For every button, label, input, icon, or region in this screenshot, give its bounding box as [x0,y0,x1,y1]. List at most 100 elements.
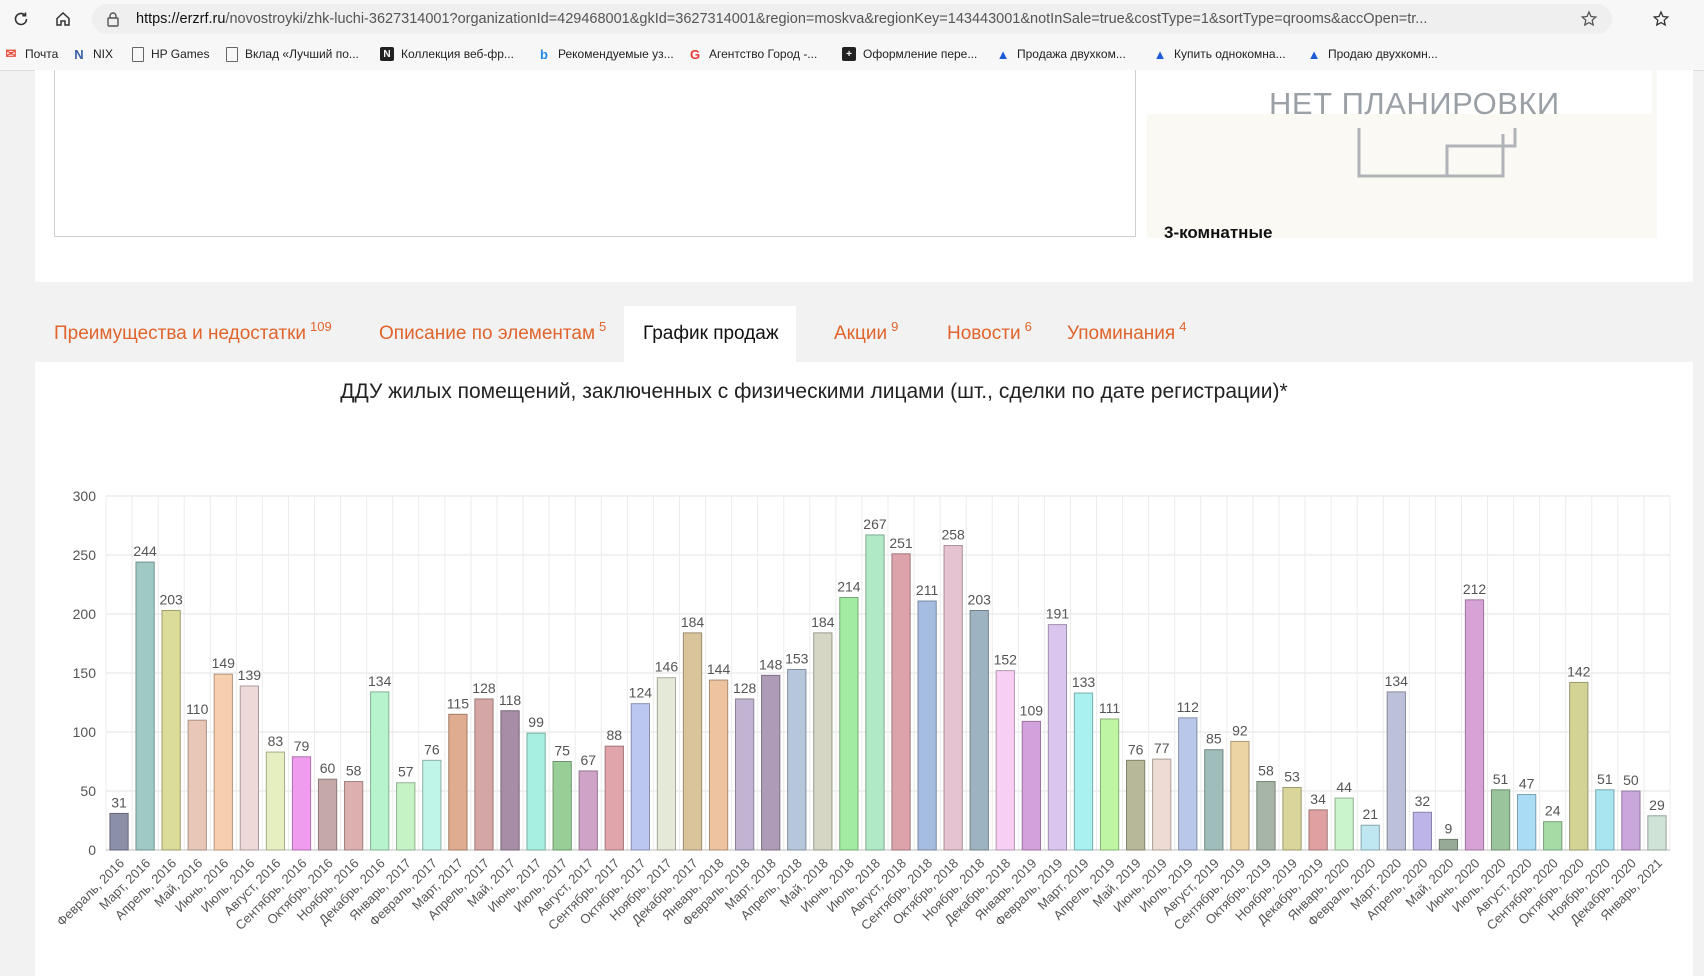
url-text[interactable]: https://erzrf.ru/novostroyki/zhk-luchi-3… [136,11,1428,27]
bar-value-label: 31 [111,794,127,810]
bar-value-label: 34 [1310,791,1326,807]
chart-bar [422,759,442,851]
reload-icon[interactable] [8,6,34,32]
chart-bar [1517,794,1537,851]
rooms-label: 3-комнатные [1164,223,1273,238]
chart-bar [1204,749,1224,851]
bar-value-label: 9 [1445,820,1453,836]
chart-bar [1334,797,1354,851]
chart-bar [891,553,911,851]
bar-value-label: 76 [424,741,440,757]
tab-0[interactable]: Преимущества и недостатки 109 [35,306,335,362]
chart-bar [317,778,338,851]
map-area[interactable] [54,70,1136,237]
chart-bar [109,812,129,851]
chart-bar [1073,692,1094,851]
g-logo-icon: G [689,46,701,62]
chart-bar [578,770,598,851]
tab-count-badge: 5 [599,318,607,334]
chart-bar [1464,599,1485,851]
tab-5[interactable]: Упоминания 4 [1048,306,1206,362]
bar-value-label: 67 [580,752,596,768]
bar-value-label: 184 [681,614,705,630]
chart-bar [448,713,468,851]
y-tick-label: 150 [73,665,97,681]
bookmark-item[interactable]: G Агентство Город -... [688,44,817,64]
bar-value-label: 110 [186,701,209,717]
chart-bar [1282,786,1302,851]
y-tick-label: 200 [73,606,97,622]
chart-bar [735,698,755,851]
address-bar[interactable]: https://erzrf.ru/novostroyki/zhk-luchi-3… [92,4,1612,34]
chart-bar [969,609,989,851]
bar-value-label: 118 [499,692,522,708]
tab-1[interactable]: Описание по элементам 5 [360,306,615,362]
y-tick-label: 300 [73,488,97,504]
favorite-star-icon[interactable] [1580,10,1598,33]
chart-bar [135,561,155,851]
bookmark-label: Агентство Город -... [709,47,818,61]
bookmark-label: Оформление пере... [863,47,978,61]
bookmark-item[interactable]: + Оформление пере... [842,44,977,64]
bookmark-label: NIX [93,47,114,61]
tab-label: Акции [834,323,888,344]
bar-value-label: 128 [733,680,757,696]
bar-value-label: 83 [268,733,284,749]
bookmark-item[interactable]: b Рекомендуемые уз... [537,44,674,64]
bar-value-label: 115 [447,695,470,711]
tab-4[interactable]: Новости 6 [928,306,1051,362]
bar-value-label: 57 [398,764,414,780]
chart-bar [761,674,781,851]
bar-value-label: 112 [1177,699,1200,715]
bar-value-label: 191 [1046,606,1070,622]
bookmark-item[interactable]: ▲ Продажа двухком... [996,44,1126,64]
bar-value-label: 144 [707,661,731,677]
bar-value-label: 24 [1545,803,1561,819]
chart-bar [1099,718,1120,851]
chart-bar [370,691,390,851]
bar-value-label: 258 [941,527,965,543]
home-icon[interactable] [50,6,76,32]
bar-value-label: 58 [346,763,362,779]
lock-icon[interactable] [106,11,120,32]
tabs-bar: Преимущества и недостатки 109 Описание по … [35,306,1693,362]
bookmark-item[interactable]: N Коллекция веб-фр... [380,44,514,64]
bookmark-item[interactable]: ▲ Купить однокомна... [1153,44,1286,64]
tab-2[interactable]: График продаж [624,306,796,362]
y-tick-label: 0 [88,842,96,858]
page-icon [226,46,238,62]
chart-bar [213,673,233,851]
bookmark-item[interactable]: Вклад «Лучший по... [226,44,359,64]
bar-value-label: 251 [889,535,913,551]
chart-bar [396,782,416,851]
chart-bar [995,670,1015,851]
chart-bar [682,632,703,851]
bar-value-label: 153 [785,650,809,666]
chart-bar [1308,809,1328,851]
bookmark-item[interactable]: ✉ Почта [4,44,59,64]
chart-title: ДДУ жилых помещений, заключенных с физич… [340,380,1288,403]
bookmark-item[interactable]: N NIX [72,44,113,64]
chart-bar [1256,781,1276,851]
plan-image-area: НЕТ ПЛАНИРОВКИ [1147,70,1652,121]
tab-count-badge: 109 [310,318,332,334]
tab-label: Описание по элементам [379,323,596,344]
chart-bar [943,545,963,851]
plus-icon: + [842,47,856,61]
bookmark-item[interactable]: ▲ Продаю двухкомн... [1307,44,1438,64]
chart-bar [1126,759,1146,851]
bar-value-label: 134 [1385,673,1409,689]
bar-value-label: 212 [1463,581,1487,597]
y-tick-label: 50 [80,783,96,799]
bar-value-label: 79 [294,738,310,754]
chart-bar [1021,720,1041,851]
chart-bar [1438,838,1459,851]
bookmark-label: Почта [25,47,59,61]
bookmark-item[interactable]: HP Games [132,44,209,64]
y-tick-label: 100 [73,724,97,740]
bar-value-label: 29 [1649,797,1665,813]
tab-3[interactable]: Акции 9 [815,306,927,362]
favorites-icon[interactable] [1648,6,1674,32]
plan-card[interactable]: НЕТ ПЛАНИРОВКИ 3-комнатные [1147,70,1657,238]
